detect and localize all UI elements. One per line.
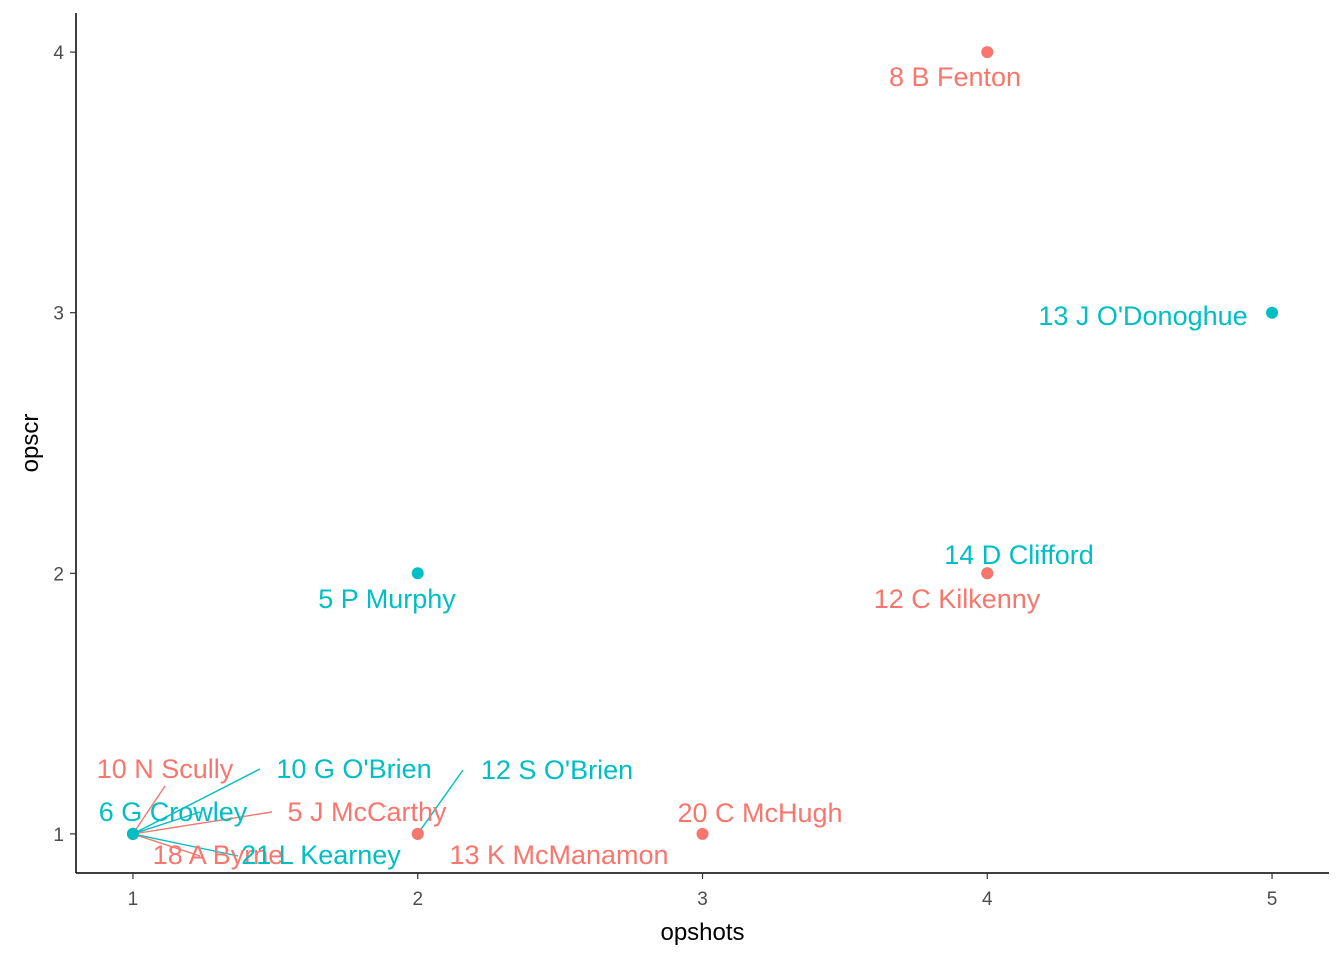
label-connector [132,785,166,835]
data-point [981,567,994,580]
label-connector [417,769,464,835]
y-tick-label: 2 [53,564,64,585]
x-tick-label: 5 [1267,889,1278,910]
point-label: 13 K McManamon [449,840,668,870]
point-labels: 8 B Fenton 13 J O'Donoghue 14 D Clifford 12… [97,62,1248,870]
x-tick-label: 3 [697,889,708,910]
point-label: 10 G O'Brien [276,754,431,784]
data-points [126,46,1279,840]
point-label: 8 B Fenton [889,62,1021,92]
x-axis-title: opshots [660,919,744,946]
data-point [696,827,709,840]
point-label: 10 N Scully [97,754,234,784]
point-label: 5 P Murphy [318,584,456,614]
label-connector [132,811,201,835]
label-connector [132,811,273,835]
label-connectors [132,768,464,857]
data-point [1266,306,1279,319]
point-label: 18 A Byrne [153,840,284,870]
point-label: 21 L Kearney [241,840,401,870]
x-tick-label: 1 [128,889,139,910]
y-tick-label: 4 [53,43,64,64]
label-connector [132,833,201,857]
data-point [411,827,424,840]
data-point [411,567,424,580]
point-label: 12 S O'Brien [481,755,633,785]
point-label: 5 J McCarthy [287,797,447,827]
point-label: 13 J O'Donoghue [1038,301,1247,331]
y-axis-ticks: 1 2 3 4 [53,43,76,846]
x-axis-ticks: 1 2 3 4 5 [128,873,1278,910]
x-tick-label: 2 [412,889,423,910]
point-label: 12 C Kilkenny [874,584,1041,614]
point-label: 14 D Clifford [944,540,1094,570]
data-point [981,46,994,59]
x-tick-label: 4 [982,889,993,910]
y-tick-label: 3 [53,304,64,325]
label-connector [132,768,261,835]
point-label: 20 C McHugh [677,798,842,828]
y-axis-title: opscr [17,414,44,473]
axes: 1 2 3 4 5 1 2 3 4 [53,13,1329,910]
label-connector [132,833,239,857]
point-label: 6 G Crowley [99,797,248,827]
y-tick-label: 1 [53,825,64,846]
data-point [126,827,139,840]
